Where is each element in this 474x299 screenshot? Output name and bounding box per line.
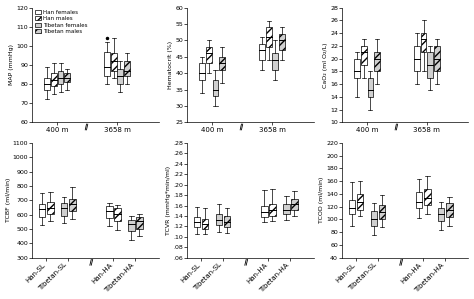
Legend: Han females, Han males, Tibetan females, Tibetan males: Han females, Han males, Tibetan females,… xyxy=(33,9,89,35)
Bar xyxy=(124,61,130,77)
Bar xyxy=(414,46,420,71)
Bar xyxy=(106,206,113,218)
Bar xyxy=(114,208,121,221)
Bar xyxy=(361,46,367,65)
Bar xyxy=(273,54,278,70)
Bar xyxy=(199,63,205,80)
Bar xyxy=(428,52,433,78)
Y-axis label: TCBF (ml/min): TCBF (ml/min) xyxy=(6,178,10,222)
Y-axis label: CaO₂ (ml O₂/L): CaO₂ (ml O₂/L) xyxy=(323,42,328,88)
Bar xyxy=(259,44,265,60)
Bar xyxy=(39,204,46,216)
Bar xyxy=(424,189,430,205)
Bar xyxy=(371,211,377,226)
Bar xyxy=(269,205,275,216)
Bar xyxy=(45,78,50,90)
Bar xyxy=(349,200,356,214)
Bar xyxy=(379,205,385,219)
Bar xyxy=(446,204,453,217)
Bar xyxy=(261,206,267,217)
Bar xyxy=(367,78,374,97)
Bar xyxy=(136,217,143,228)
Bar xyxy=(212,80,219,96)
Bar xyxy=(61,203,67,216)
Y-axis label: Hematocrit (%): Hematocrit (%) xyxy=(168,41,173,89)
Bar xyxy=(279,34,285,50)
Bar xyxy=(291,199,298,210)
Bar xyxy=(434,46,440,71)
Bar xyxy=(118,69,123,84)
Bar xyxy=(51,73,57,86)
Bar xyxy=(266,27,272,47)
Bar xyxy=(206,47,212,63)
Bar xyxy=(416,192,422,208)
Bar xyxy=(47,202,54,214)
Bar xyxy=(421,33,427,52)
Bar xyxy=(219,57,225,70)
Bar xyxy=(69,199,75,210)
Bar xyxy=(202,219,209,229)
Bar xyxy=(111,54,117,71)
Bar xyxy=(224,216,230,227)
Y-axis label: MAP (mmHg): MAP (mmHg) xyxy=(9,45,14,86)
Bar xyxy=(64,73,70,82)
Bar xyxy=(128,220,135,231)
Y-axis label: TCOD (ml/min): TCOD (ml/min) xyxy=(319,177,324,223)
Bar xyxy=(357,194,364,210)
Y-axis label: TCVR (mmHg*min/ml): TCVR (mmHg*min/ml) xyxy=(166,166,171,235)
Bar xyxy=(283,205,290,214)
Bar xyxy=(58,71,64,84)
Bar xyxy=(438,208,445,221)
Bar xyxy=(354,59,360,78)
Bar xyxy=(104,51,110,77)
Bar xyxy=(216,214,222,225)
Bar xyxy=(374,52,380,71)
Bar xyxy=(194,217,201,228)
